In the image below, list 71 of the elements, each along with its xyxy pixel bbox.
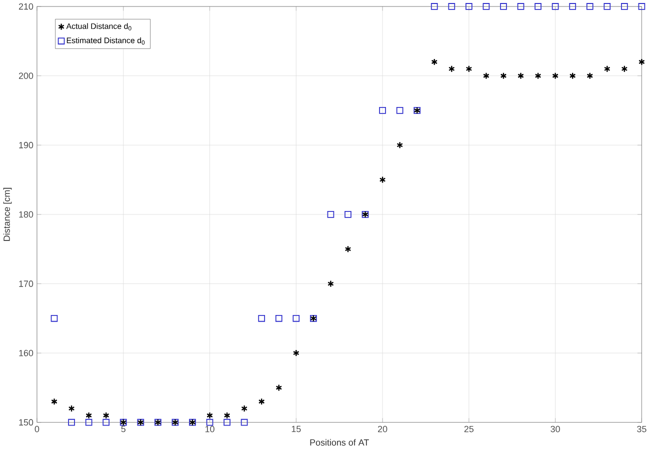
point [430, 3, 438, 10]
point [344, 211, 352, 218]
x-tick-label: 0 [34, 426, 40, 432]
point [500, 3, 507, 10]
point [206, 412, 213, 420]
point [552, 72, 559, 80]
x-tick-label: 25 [464, 426, 474, 432]
x-tick-label: 10 [205, 426, 214, 432]
x-axis-title: Positions of AT [310, 439, 369, 446]
point [483, 72, 490, 80]
x-tick-label: 30 [550, 426, 560, 432]
point [240, 418, 248, 426]
point [500, 72, 507, 80]
point [638, 58, 645, 66]
point [224, 412, 230, 420]
point [292, 314, 300, 322]
point [586, 3, 594, 10]
point [379, 176, 386, 184]
point [68, 418, 75, 426]
point [638, 3, 646, 10]
point [102, 418, 110, 426]
y-tick-label: 200 [18, 72, 34, 79]
point [482, 3, 490, 10]
y-tick-label: 150 [19, 419, 34, 426]
y-axis-title: Distance [cm] [3, 188, 12, 241]
point [586, 72, 594, 80]
point [552, 3, 559, 10]
point [396, 107, 404, 114]
point [102, 412, 110, 420]
point [241, 404, 248, 412]
point [620, 3, 628, 10]
point [448, 65, 455, 72]
point [569, 72, 576, 80]
point [534, 3, 542, 10]
point [396, 142, 403, 149]
point [534, 72, 542, 80]
x-tick-label: 35 [637, 426, 646, 432]
point [518, 72, 524, 80]
point [50, 314, 58, 322]
point [517, 3, 524, 10]
point [86, 412, 92, 420]
point [344, 246, 352, 253]
point [604, 3, 611, 10]
point [276, 384, 282, 392]
point [292, 349, 300, 357]
point [448, 3, 456, 10]
point [327, 211, 334, 218]
point [328, 280, 334, 288]
y-tick-label: 170 [19, 280, 34, 287]
point [51, 398, 58, 406]
y-tick-label: 180 [19, 211, 34, 218]
point [569, 3, 576, 10]
point [604, 65, 610, 72]
point [206, 418, 214, 426]
point [431, 58, 438, 66]
point [275, 314, 282, 322]
point [258, 398, 265, 406]
y-tick-label: 160 [19, 350, 34, 356]
y-tick-label: 210 [18, 3, 34, 10]
point [224, 418, 230, 426]
point [621, 65, 628, 72]
point [68, 404, 75, 412]
point [85, 418, 92, 426]
point [465, 3, 472, 10]
x-tick-label: 5 [121, 426, 126, 432]
point [379, 107, 386, 114]
point [466, 65, 472, 72]
y-tick-label: 190 [19, 142, 34, 148]
x-tick-label: 20 [378, 426, 388, 432]
x-tick-label: 15 [292, 426, 301, 432]
point [258, 314, 266, 322]
